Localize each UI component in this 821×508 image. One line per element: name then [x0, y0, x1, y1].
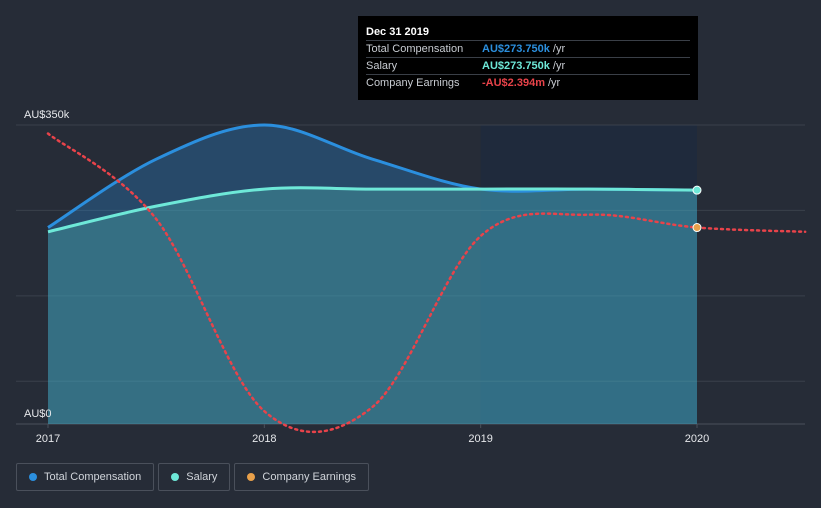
x-tick-label: 2017	[36, 433, 60, 445]
x-tick-label: 2019	[468, 433, 492, 445]
tooltip-row-company-earnings: Company Earnings -AU$2.394m /yr	[366, 74, 690, 91]
tooltip-unit: /yr	[547, 77, 561, 89]
x-tick-label: 2020	[685, 433, 709, 445]
legend-item-company-earnings[interactable]: Company Earnings	[234, 463, 369, 491]
legend-label: Salary	[186, 471, 218, 483]
legend-label: Company Earnings	[262, 471, 356, 483]
tooltip-label: Salary	[366, 60, 398, 72]
salary-area	[48, 187, 697, 424]
tooltip-value: AU$273.750k	[482, 60, 550, 72]
company-earnings-line	[46, 132, 807, 434]
chart-legend: Total Compensation Salary Company Earnin…	[16, 463, 369, 491]
legend-dot-icon	[29, 473, 37, 481]
y-tick-label-min: AU$0	[24, 408, 52, 420]
x-tick-label: 2018	[252, 433, 276, 445]
tooltip-row-total-compensation: Total Compensation AU$273.750k /yr	[366, 40, 690, 57]
legend-item-total-compensation[interactable]: Total Compensation	[16, 463, 155, 491]
tooltip-unit: /yr	[552, 60, 566, 72]
tooltip-value: -AU$2.394m	[482, 77, 545, 89]
tooltip-label: Total Compensation	[366, 43, 464, 55]
y-tick-label-max: AU$350k	[24, 109, 70, 121]
salary-marker	[692, 185, 702, 195]
tooltip-value: AU$273.750k	[482, 43, 550, 55]
salary-line	[47, 186, 698, 234]
hover-band	[480, 125, 697, 424]
legend-dot-icon	[171, 473, 180, 481]
legend-item-salary[interactable]: Salary	[158, 463, 231, 491]
legend-label: Total Compensation	[44, 471, 142, 483]
legend-dot-icon	[247, 473, 256, 481]
chart-tooltip: Dec 31 2019 Total Compensation AU$273.75…	[358, 16, 698, 100]
company-earnings-marker	[692, 223, 702, 233]
tooltip-date: Dec 31 2019	[366, 26, 429, 38]
total-compensation-area	[48, 125, 697, 424]
compensation-chart: AU$350k AU$0 2017 2018 2019 2020	[16, 109, 807, 445]
tooltip-row-salary: Salary AU$273.750k /yr	[366, 57, 690, 74]
tooltip-label: Company Earnings	[366, 77, 460, 89]
tooltip-unit: /yr	[552, 43, 566, 55]
